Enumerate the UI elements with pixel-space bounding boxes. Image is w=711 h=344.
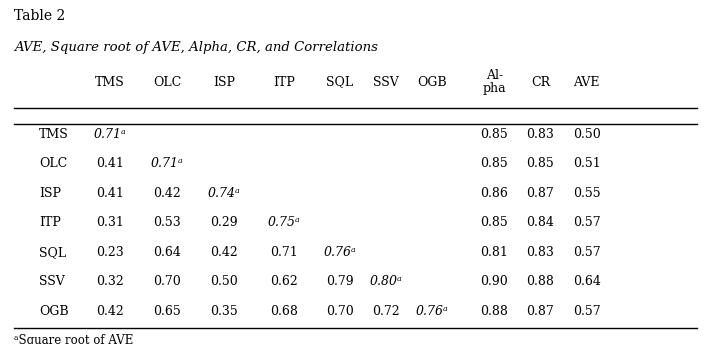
Text: 0.31: 0.31 bbox=[96, 216, 124, 229]
Text: SQL: SQL bbox=[39, 246, 66, 259]
Text: 0.83: 0.83 bbox=[526, 128, 555, 141]
Text: 0.29: 0.29 bbox=[210, 216, 237, 229]
Text: 0.62: 0.62 bbox=[270, 275, 299, 288]
Text: 0.90: 0.90 bbox=[480, 275, 508, 288]
Text: 0.65: 0.65 bbox=[153, 304, 181, 318]
Text: 0.83: 0.83 bbox=[526, 246, 555, 259]
Text: 0.76ᵃ: 0.76ᵃ bbox=[416, 304, 449, 318]
Text: 0.57: 0.57 bbox=[573, 246, 600, 259]
Text: Table 2: Table 2 bbox=[14, 10, 65, 23]
Text: 0.74ᵃ: 0.74ᵃ bbox=[208, 187, 240, 200]
Text: ISP: ISP bbox=[213, 76, 235, 89]
Text: 0.57: 0.57 bbox=[573, 304, 600, 318]
Text: SSV: SSV bbox=[39, 275, 65, 288]
Text: 0.42: 0.42 bbox=[210, 246, 238, 259]
Text: 0.42: 0.42 bbox=[96, 304, 124, 318]
Text: 0.85: 0.85 bbox=[480, 158, 508, 170]
Text: 0.87: 0.87 bbox=[526, 187, 555, 200]
Text: 0.57: 0.57 bbox=[573, 216, 600, 229]
Text: 0.71: 0.71 bbox=[270, 246, 299, 259]
Text: 0.81: 0.81 bbox=[480, 246, 508, 259]
Text: 0.76ᵃ: 0.76ᵃ bbox=[324, 246, 356, 259]
Text: 0.80ᵃ: 0.80ᵃ bbox=[370, 275, 402, 288]
Text: ITP: ITP bbox=[274, 76, 295, 89]
Text: SSV: SSV bbox=[373, 76, 399, 89]
Text: 0.70: 0.70 bbox=[326, 304, 354, 318]
Text: 0.50: 0.50 bbox=[572, 128, 601, 141]
Text: 0.50: 0.50 bbox=[210, 275, 238, 288]
Text: SQL: SQL bbox=[326, 76, 353, 89]
Text: 0.23: 0.23 bbox=[96, 246, 124, 259]
Text: 0.75ᵃ: 0.75ᵃ bbox=[268, 216, 301, 229]
Text: TMS: TMS bbox=[95, 76, 125, 89]
Text: 0.41: 0.41 bbox=[96, 187, 124, 200]
Text: 0.86: 0.86 bbox=[480, 187, 508, 200]
Text: 0.55: 0.55 bbox=[573, 187, 600, 200]
Text: 0.41: 0.41 bbox=[96, 158, 124, 170]
Text: OLC: OLC bbox=[153, 76, 181, 89]
Text: ᵃSquare root of AVE: ᵃSquare root of AVE bbox=[14, 334, 134, 344]
Text: TMS: TMS bbox=[39, 128, 69, 141]
Text: ISP: ISP bbox=[39, 187, 61, 200]
Text: 0.88: 0.88 bbox=[526, 275, 555, 288]
Text: pha: pha bbox=[482, 82, 506, 95]
Text: Al-: Al- bbox=[486, 69, 503, 82]
Text: 0.85: 0.85 bbox=[480, 216, 508, 229]
Text: 0.88: 0.88 bbox=[480, 304, 508, 318]
Text: 0.35: 0.35 bbox=[210, 304, 238, 318]
Text: 0.32: 0.32 bbox=[96, 275, 124, 288]
Text: 0.85: 0.85 bbox=[526, 158, 555, 170]
Text: 0.79: 0.79 bbox=[326, 275, 353, 288]
Text: ITP: ITP bbox=[39, 216, 61, 229]
Text: AVE, Square root of AVE, Alpha, CR, and Correlations: AVE, Square root of AVE, Alpha, CR, and … bbox=[14, 41, 378, 54]
Text: AVE: AVE bbox=[573, 76, 600, 89]
Text: OGB: OGB bbox=[39, 304, 69, 318]
Text: 0.87: 0.87 bbox=[526, 304, 555, 318]
Text: 0.72: 0.72 bbox=[373, 304, 400, 318]
Text: 0.71ᵃ: 0.71ᵃ bbox=[151, 158, 183, 170]
Text: 0.71ᵃ: 0.71ᵃ bbox=[94, 128, 127, 141]
Text: OGB: OGB bbox=[417, 76, 447, 89]
Text: 0.64: 0.64 bbox=[572, 275, 601, 288]
Text: 0.85: 0.85 bbox=[480, 128, 508, 141]
Text: CR: CR bbox=[531, 76, 550, 89]
Text: OLC: OLC bbox=[39, 158, 68, 170]
Text: 0.53: 0.53 bbox=[153, 216, 181, 229]
Text: 0.84: 0.84 bbox=[526, 216, 555, 229]
Text: 0.64: 0.64 bbox=[153, 246, 181, 259]
Text: 0.70: 0.70 bbox=[153, 275, 181, 288]
Text: 0.42: 0.42 bbox=[153, 187, 181, 200]
Text: 0.68: 0.68 bbox=[270, 304, 299, 318]
Text: 0.51: 0.51 bbox=[572, 158, 601, 170]
